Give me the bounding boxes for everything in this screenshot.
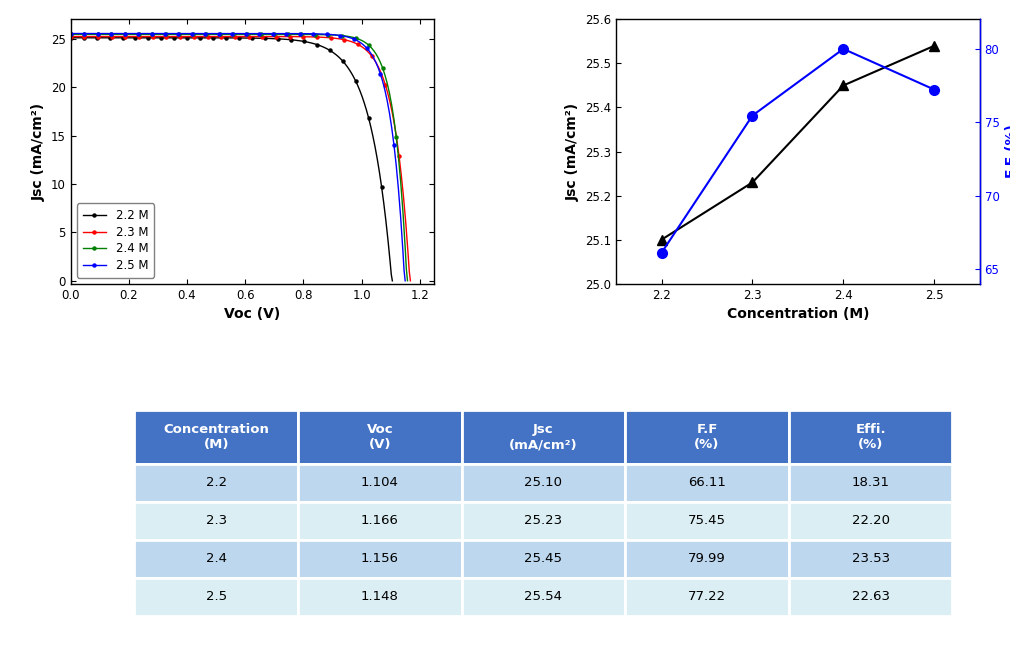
FancyBboxPatch shape xyxy=(625,540,789,578)
Y-axis label: Jsc (mA/cm²): Jsc (mA/cm²) xyxy=(31,103,45,201)
FancyBboxPatch shape xyxy=(298,540,462,578)
FancyBboxPatch shape xyxy=(625,578,789,616)
FancyBboxPatch shape xyxy=(134,464,298,502)
FancyBboxPatch shape xyxy=(462,502,625,540)
FancyBboxPatch shape xyxy=(789,502,952,540)
FancyBboxPatch shape xyxy=(789,540,952,578)
Text: Effi.
(%): Effi. (%) xyxy=(855,423,886,451)
Text: 22.20: 22.20 xyxy=(851,514,890,527)
2.2 M xyxy=(170,34,182,41)
Y-axis label: Jsc (mA/cm²): Jsc (mA/cm²) xyxy=(566,103,580,201)
FancyBboxPatch shape xyxy=(789,410,952,464)
2.2 M xyxy=(65,34,77,41)
2.5 M xyxy=(243,30,256,37)
Line: 2.4 M: 2.4 M xyxy=(69,33,409,282)
Text: 2.5: 2.5 xyxy=(206,590,226,603)
FancyBboxPatch shape xyxy=(134,578,298,616)
2.3 M xyxy=(245,33,258,41)
Text: 2.3: 2.3 xyxy=(206,514,226,527)
Text: 25.45: 25.45 xyxy=(524,552,563,565)
2.4 M xyxy=(367,45,379,53)
2.5 M xyxy=(73,30,85,37)
Text: 25.23: 25.23 xyxy=(524,514,563,527)
2.2 M xyxy=(386,277,398,285)
Line: 2.2 M: 2.2 M xyxy=(69,36,394,282)
FancyBboxPatch shape xyxy=(789,464,952,502)
FancyBboxPatch shape xyxy=(134,540,298,578)
2.5 M xyxy=(174,30,186,37)
X-axis label: Concentration (M): Concentration (M) xyxy=(726,307,870,321)
Text: 1.148: 1.148 xyxy=(361,590,399,603)
Text: Concentration
(M): Concentration (M) xyxy=(164,423,269,451)
2.3 M xyxy=(175,33,187,41)
Text: 1.104: 1.104 xyxy=(361,476,399,489)
2.3 M xyxy=(404,277,416,285)
Text: 2.4: 2.4 xyxy=(206,552,226,565)
FancyBboxPatch shape xyxy=(298,578,462,616)
Text: 1.166: 1.166 xyxy=(361,514,399,527)
Text: 1.156: 1.156 xyxy=(361,552,399,565)
2.5 M xyxy=(275,30,287,37)
2.3 M xyxy=(278,33,290,41)
Text: F.F
(%): F.F (%) xyxy=(694,423,720,451)
Text: 2.2: 2.2 xyxy=(206,476,226,489)
2.4 M xyxy=(276,30,288,38)
2.4 M xyxy=(65,30,77,38)
2.3 M xyxy=(73,33,85,41)
Text: Voc
(V): Voc (V) xyxy=(367,423,393,451)
X-axis label: Voc (V): Voc (V) xyxy=(224,307,281,321)
Text: 22.63: 22.63 xyxy=(851,590,890,603)
2.2 M xyxy=(352,85,365,92)
FancyBboxPatch shape xyxy=(298,464,462,502)
2.3 M xyxy=(65,33,77,41)
Text: 77.22: 77.22 xyxy=(688,590,726,603)
Text: 75.45: 75.45 xyxy=(688,514,726,527)
Text: 25.10: 25.10 xyxy=(524,476,563,489)
Text: Jsc
(mA/cm²): Jsc (mA/cm²) xyxy=(509,423,578,451)
FancyBboxPatch shape xyxy=(462,578,625,616)
FancyBboxPatch shape xyxy=(462,540,625,578)
Y-axis label: F.F (%): F.F (%) xyxy=(1005,125,1010,178)
2.4 M xyxy=(401,277,413,285)
2.5 M xyxy=(365,48,377,56)
Text: 25.54: 25.54 xyxy=(524,590,563,603)
FancyBboxPatch shape xyxy=(298,410,462,464)
Text: 18.31: 18.31 xyxy=(851,476,890,489)
2.2 M xyxy=(267,35,279,43)
FancyBboxPatch shape xyxy=(625,410,789,464)
2.3 M xyxy=(332,35,344,43)
FancyBboxPatch shape xyxy=(462,464,625,502)
Line: 2.5 M: 2.5 M xyxy=(69,32,407,282)
Text: 66.11: 66.11 xyxy=(688,476,726,489)
FancyBboxPatch shape xyxy=(134,410,298,464)
FancyBboxPatch shape xyxy=(298,502,462,540)
2.2 M xyxy=(72,34,84,41)
FancyBboxPatch shape xyxy=(789,578,952,616)
Text: 23.53: 23.53 xyxy=(851,552,890,565)
FancyBboxPatch shape xyxy=(625,464,789,502)
2.4 M xyxy=(244,30,257,38)
Line: 2.3 M: 2.3 M xyxy=(69,35,412,282)
FancyBboxPatch shape xyxy=(462,410,625,464)
2.3 M xyxy=(369,57,381,65)
FancyBboxPatch shape xyxy=(134,502,298,540)
Text: 79.99: 79.99 xyxy=(688,552,726,565)
2.2 M xyxy=(318,43,330,51)
2.4 M xyxy=(175,30,187,38)
Legend: 2.2 M, 2.3 M, 2.4 M, 2.5 M: 2.2 M, 2.3 M, 2.4 M, 2.5 M xyxy=(77,203,155,278)
2.5 M xyxy=(328,31,340,39)
FancyBboxPatch shape xyxy=(625,502,789,540)
2.4 M xyxy=(330,31,342,39)
2.2 M xyxy=(236,34,248,42)
2.5 M xyxy=(399,277,411,285)
2.4 M xyxy=(73,30,85,38)
2.5 M xyxy=(65,30,77,37)
